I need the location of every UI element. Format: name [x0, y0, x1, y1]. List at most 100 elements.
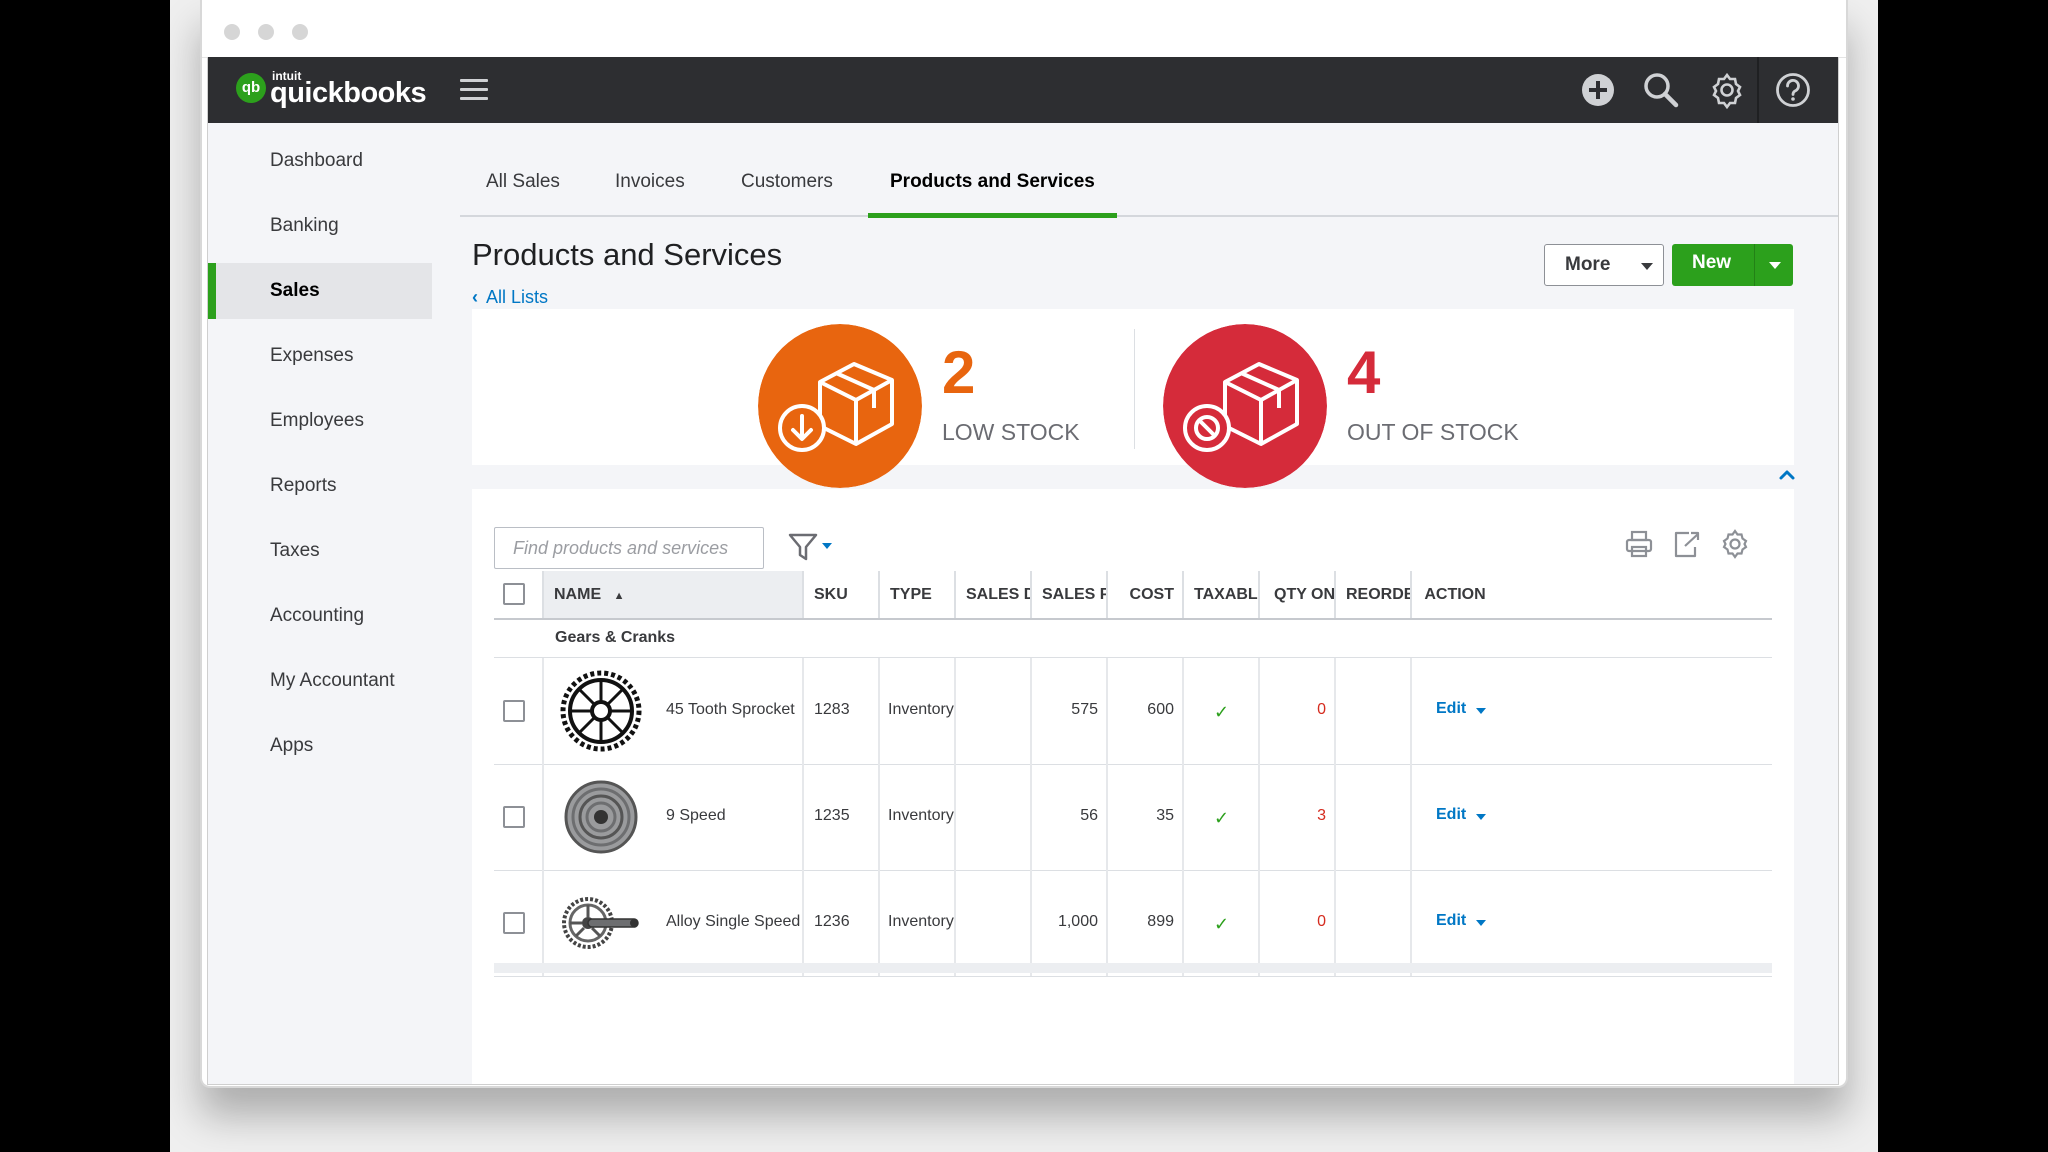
row-action-dropdown-icon[interactable]	[1476, 708, 1486, 714]
minimize-window-dot[interactable]	[258, 24, 274, 40]
sidebar-item-my-accountant[interactable]: My Accountant	[270, 670, 395, 691]
product-sales-price: 1,000	[1057, 913, 1098, 930]
table-row[interactable]: 9 Speed 1235 Inventory 56 35 ✓ 3 Edit	[494, 764, 1772, 871]
sidebar-item-taxes[interactable]: Taxes	[270, 540, 320, 561]
row-separator	[1334, 870, 1336, 976]
filter-funnel-icon[interactable]	[786, 529, 836, 563]
logo-product-text: quickbooks	[270, 77, 427, 109]
column-separator	[1334, 571, 1336, 618]
new-dropdown-caret-icon[interactable]	[1769, 262, 1781, 269]
row-separator	[1030, 764, 1032, 870]
group-label: Gears & Cranks	[555, 629, 676, 646]
table-horizontal-scrollbar[interactable]	[494, 963, 1772, 973]
row-separator	[802, 764, 804, 870]
name-header-label: NAME	[554, 586, 602, 603]
print-icon[interactable]	[1624, 529, 1654, 559]
edit-link[interactable]: Edit	[1436, 806, 1467, 823]
tab-customers[interactable]: Customers	[741, 171, 833, 192]
out-of-stock-label[interactable]: OUT OF STOCK	[1347, 419, 1519, 445]
out-of-stock-count[interactable]: 4	[1347, 339, 1381, 406]
chevron-left-icon: ‹	[472, 287, 478, 307]
column-header-type[interactable]: TYPE	[890, 586, 932, 603]
sidebar-item-expenses[interactable]: Expenses	[270, 345, 354, 366]
product-type: Inventory	[888, 807, 954, 824]
row-separator	[1030, 870, 1032, 976]
row-separator	[1334, 764, 1336, 870]
column-separator	[802, 571, 804, 618]
edit-link[interactable]: Edit	[1436, 912, 1467, 929]
tabs-baseline	[460, 215, 1838, 217]
table-settings-gear-icon[interactable]	[1720, 529, 1750, 559]
row-separator	[1182, 870, 1184, 976]
search-icon[interactable]	[1642, 71, 1680, 109]
row-action-dropdown-icon[interactable]	[1476, 920, 1486, 926]
row-separator	[878, 658, 880, 764]
product-type: Inventory	[888, 701, 954, 718]
sidebar-item-banking[interactable]: Banking	[270, 215, 339, 236]
more-button[interactable]: More	[1544, 244, 1664, 286]
out-of-stock-box-icon[interactable]	[1163, 324, 1327, 488]
product-sales-price: 56	[1080, 807, 1098, 824]
window-titlebar	[202, 0, 1846, 58]
row-separator	[542, 870, 544, 976]
sidebar-item-reports[interactable]: Reports	[270, 475, 337, 496]
tab-all-sales[interactable]: All Sales	[486, 171, 560, 192]
help-question-icon[interactable]	[1774, 71, 1812, 109]
low-stock-label[interactable]: LOW STOCK	[942, 419, 1080, 445]
sidebar-item-dashboard[interactable]: Dashboard	[270, 150, 363, 171]
sidebar-item-accounting[interactable]: Accounting	[270, 605, 365, 626]
export-icon[interactable]	[1671, 529, 1701, 559]
row-separator	[878, 764, 880, 870]
product-type: Inventory	[888, 913, 954, 930]
product-cost: 899	[1147, 913, 1174, 930]
low-stock-count[interactable]: 2	[942, 339, 976, 406]
select-all-checkbox[interactable]	[503, 583, 525, 605]
find-products-input[interactable]	[495, 528, 763, 568]
tab-products-and-services[interactable]: Products and Services	[890, 171, 1095, 192]
hamburger-menu-icon[interactable]	[460, 79, 488, 101]
edit-link[interactable]: Edit	[1436, 700, 1467, 717]
column-header-sales-description[interactable]: SALES DES	[966, 586, 1032, 603]
column-separator	[1106, 571, 1108, 618]
row-separator	[542, 764, 544, 870]
taxable-check-icon: ✓	[1214, 914, 1230, 934]
column-header-taxable[interactable]: TAXABLE	[1194, 586, 1260, 603]
product-sku: 1235	[814, 807, 850, 824]
row-select-checkbox[interactable]	[503, 912, 525, 934]
product-sku: 1283	[814, 701, 850, 718]
low-stock-box-icon[interactable]	[758, 324, 922, 488]
column-header-name[interactable]: NAME ▲	[544, 571, 802, 618]
close-window-dot[interactable]	[224, 24, 240, 40]
chevron-down-icon	[1641, 263, 1653, 270]
row-separator	[542, 658, 544, 764]
collapse-chevron-up-icon[interactable]	[1777, 467, 1797, 483]
logo-brand-text: intuit	[272, 69, 302, 83]
row-separator	[1410, 658, 1412, 764]
row-separator	[1182, 658, 1184, 764]
left-sidebar-nav: Dashboard Banking Sales Expenses Employe…	[208, 123, 448, 1084]
all-lists-link[interactable]: ‹ All Lists	[472, 287, 548, 308]
product-sku: 1236	[814, 913, 850, 930]
column-header-sku[interactable]: SKU	[814, 586, 848, 603]
column-header-reorder[interactable]: REORDER	[1346, 586, 1412, 603]
column-separator	[1030, 571, 1032, 618]
column-header-sales-price[interactable]: SALES PRIC	[1042, 586, 1108, 603]
row-select-checkbox[interactable]	[503, 806, 525, 828]
new-button[interactable]: New	[1672, 244, 1793, 286]
column-header-cost[interactable]: COST	[1129, 586, 1174, 603]
row-separator	[954, 764, 956, 870]
sidebar-item-sales[interactable]: Sales	[208, 263, 432, 319]
table-row[interactable]: 45 Tooth Sprocket 1283 Inventory 575 600…	[494, 658, 1772, 765]
maximize-window-dot[interactable]	[292, 24, 308, 40]
column-header-qty-on-hand[interactable]: QTY ON H	[1274, 586, 1336, 603]
settings-gear-icon[interactable]	[1708, 71, 1746, 109]
create-plus-icon[interactable]	[1579, 71, 1617, 109]
row-select-checkbox[interactable]	[503, 700, 525, 722]
tab-invoices[interactable]: Invoices	[615, 171, 685, 192]
table-row[interactable]: Alloy Single Speed 1236 Inventory 1,000 …	[494, 870, 1772, 977]
row-action-dropdown-icon[interactable]	[1476, 814, 1486, 820]
product-name: 9 Speed	[666, 807, 726, 824]
sidebar-item-employees[interactable]: Employees	[270, 410, 364, 431]
column-header-action: ACTION	[1424, 586, 1486, 603]
sidebar-item-apps[interactable]: Apps	[270, 735, 314, 756]
